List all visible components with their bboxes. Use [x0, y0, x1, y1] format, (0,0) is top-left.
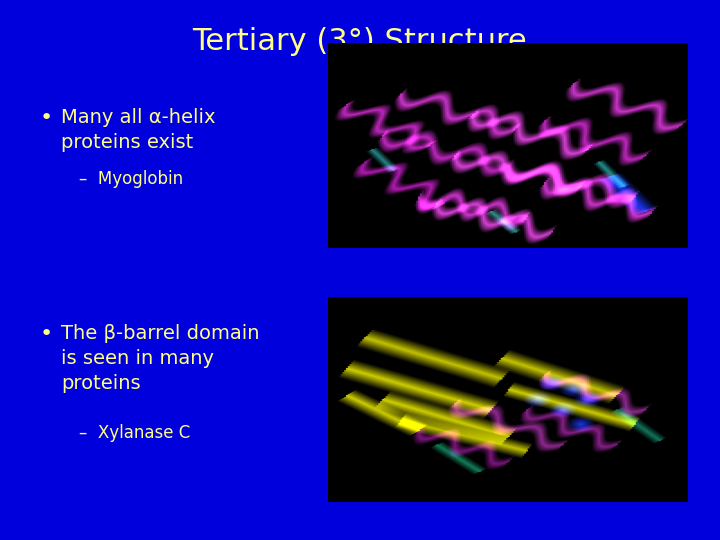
Text: Many all α-helix
proteins exist: Many all α-helix proteins exist [61, 108, 216, 152]
Text: Tertiary (3°) Structure: Tertiary (3°) Structure [193, 27, 527, 56]
Text: –  Myoglobin: – Myoglobin [79, 170, 184, 188]
Text: –  Xylanase C: – Xylanase C [79, 424, 191, 442]
Text: The β-barrel domain
is seen in many
proteins: The β-barrel domain is seen in many prot… [61, 324, 260, 393]
Text: •: • [40, 324, 53, 344]
Text: •: • [40, 108, 53, 128]
